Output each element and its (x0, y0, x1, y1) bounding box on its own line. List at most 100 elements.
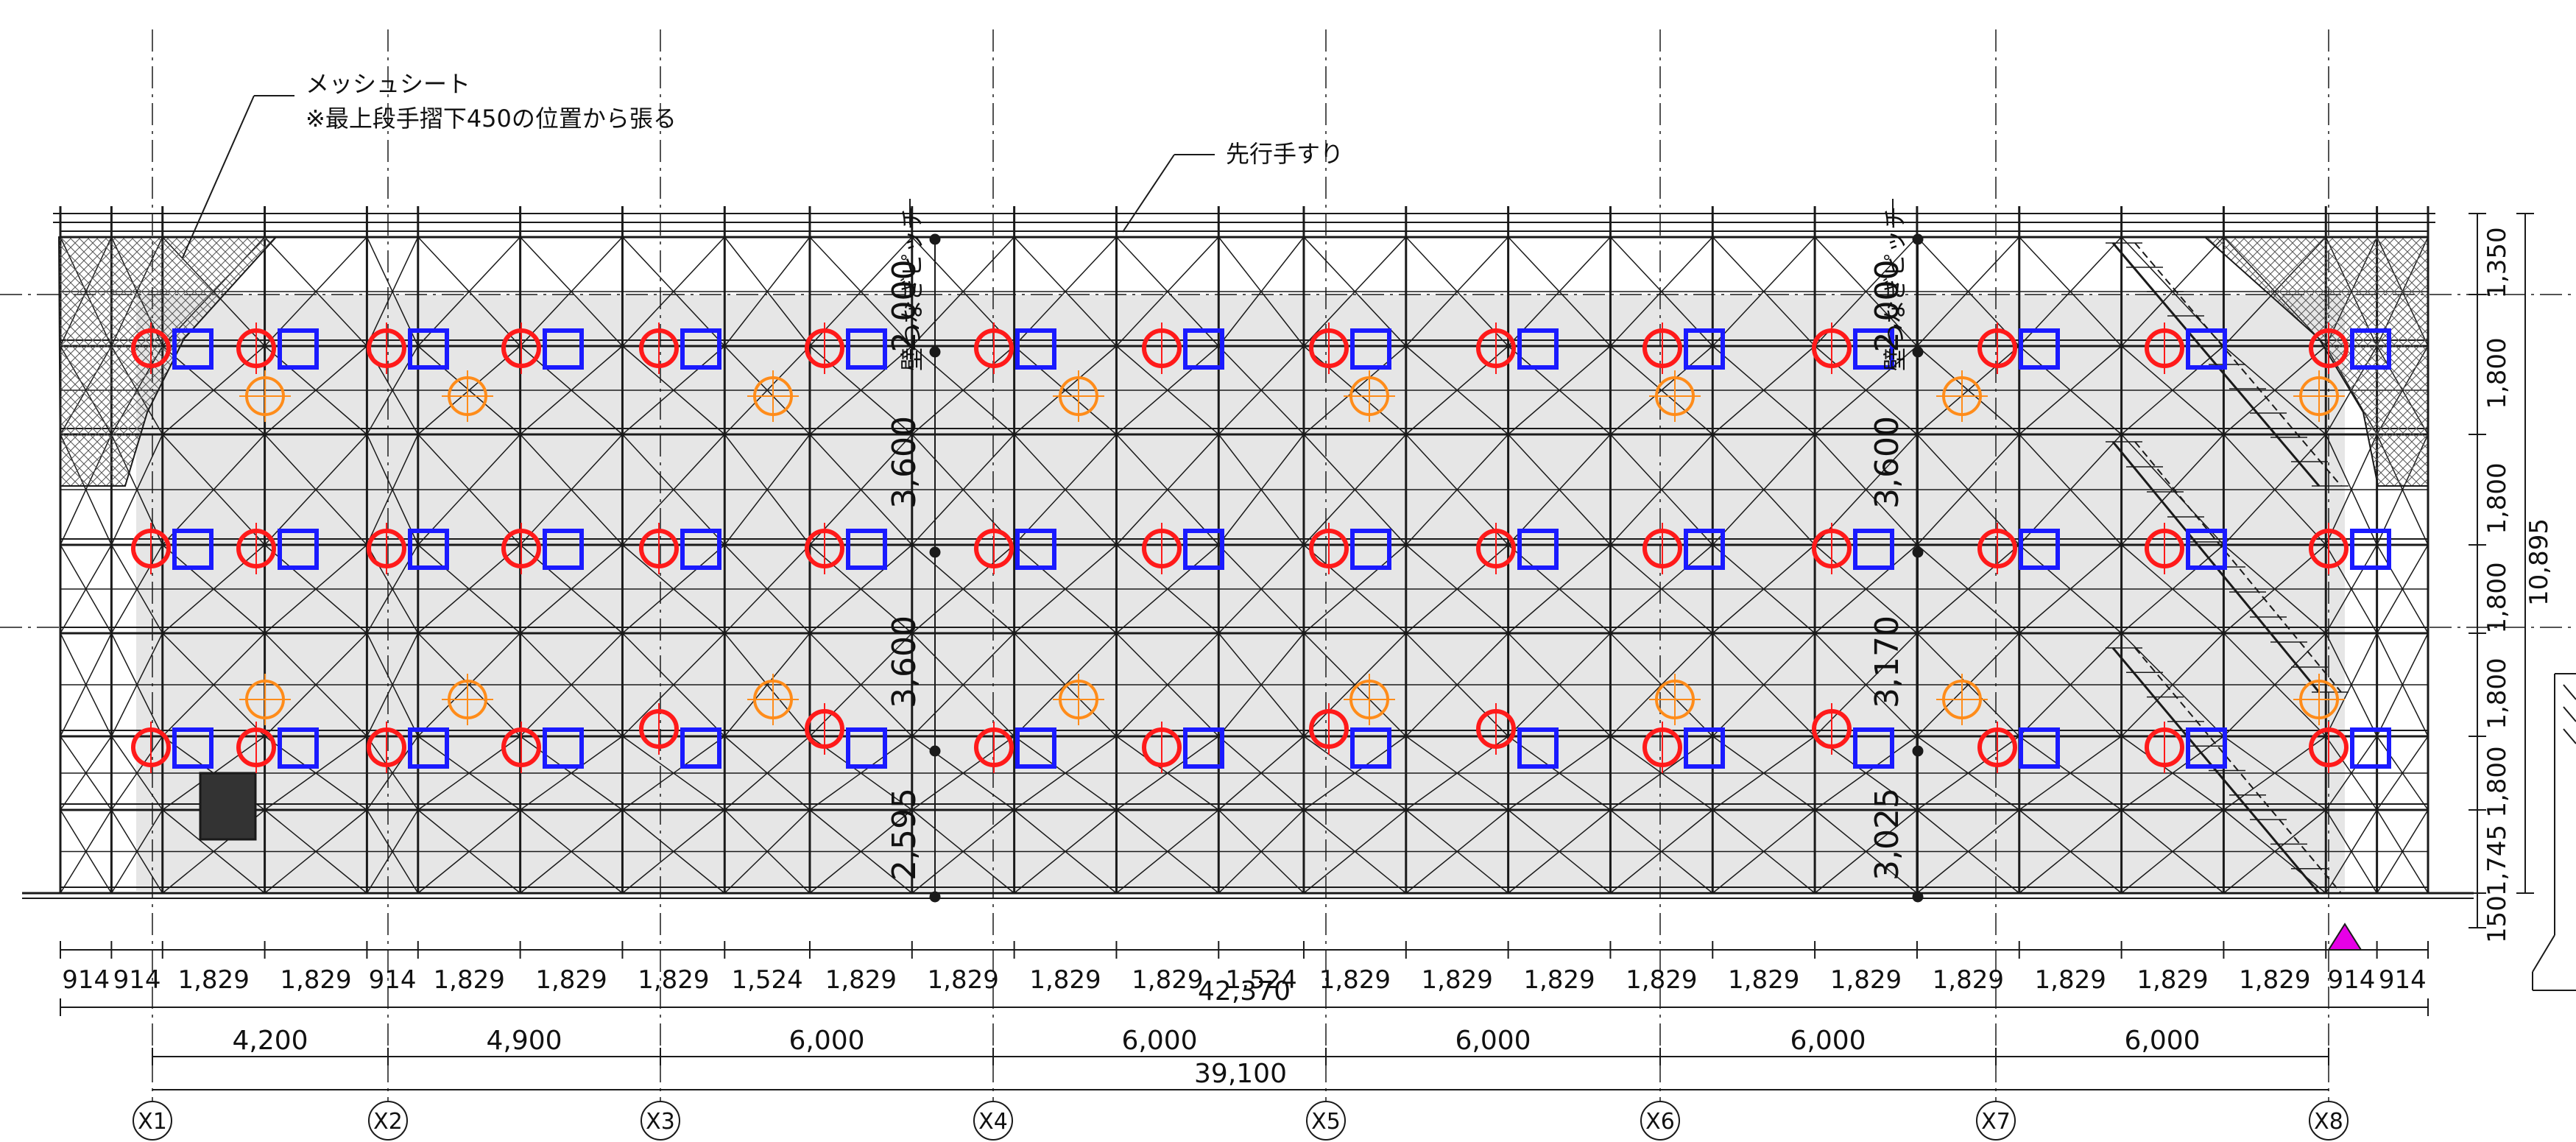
cross-brace (1814, 345, 1918, 435)
cross-brace (1609, 809, 1713, 894)
bay-dim-label: 1,829 (1933, 965, 2004, 995)
cross-brace (2019, 809, 2122, 894)
bay-dim-label: 1,829 (1422, 965, 1493, 995)
cross-brace (1508, 632, 1611, 737)
blue-tie-marker (543, 328, 584, 370)
cross-brace (1712, 809, 1815, 894)
cross-brace (1609, 345, 1713, 435)
mesh-note: ※最上段手摺下450の位置から張る (306, 105, 677, 133)
grid-axis-bubble (1306, 1101, 1346, 1141)
grid-span-label: 4,200 (232, 1026, 308, 1056)
blue-tie-marker (1015, 529, 1056, 570)
side-structure (2532, 673, 2576, 991)
cross-brace (2121, 736, 2224, 811)
cross-brace (1303, 434, 1407, 546)
cross-brace (724, 345, 811, 435)
grid-axis-bubble (368, 1101, 408, 1141)
grid-axis-bubble (2309, 1101, 2349, 1141)
cross-brace (1814, 736, 1918, 811)
cross-brace (1218, 632, 1305, 737)
cross-brace (2223, 345, 2326, 435)
cross-brace (520, 544, 623, 634)
dimension-lines (60, 213, 2534, 1141)
cross-brace (1508, 809, 1611, 894)
blue-tie-marker (680, 328, 721, 370)
cross-brace (264, 434, 367, 546)
cross-brace (2019, 345, 2122, 435)
cross-brace (724, 544, 811, 634)
blue-tie-marker (1853, 328, 1894, 370)
cross-brace (1916, 434, 2020, 546)
bay-dim-label: 1,829 (2136, 965, 2208, 995)
wall-tie-node (1912, 745, 1924, 757)
right-total-label: 10,895 (2524, 518, 2554, 606)
cross-brace (1014, 345, 1117, 435)
scaffold-frame (0, 29, 2576, 1104)
cross-brace (162, 434, 266, 546)
cross-brace (1916, 544, 2020, 634)
blue-tie-marker (1517, 328, 1559, 370)
cross-brace (110, 736, 163, 811)
cross-brace (1916, 345, 2020, 435)
cross-brace (110, 809, 163, 894)
bay-dim-label: 1,829 (1830, 965, 1902, 995)
wall-tie-node (1912, 233, 1924, 245)
wall-tie-node (1912, 546, 1924, 558)
cross-brace (1916, 809, 2020, 894)
right-dim-label: 1,745 (2483, 825, 2512, 896)
grid-axis-label: X1 (138, 1109, 167, 1135)
blue-tie-marker (2350, 727, 2391, 769)
grid-axis-bubble (1976, 1101, 2016, 1141)
blue-tie-marker (408, 529, 449, 570)
cross-brace (1405, 345, 1509, 435)
cross-brace (2019, 632, 2122, 737)
blue-tie-marker (1517, 529, 1559, 570)
cross-brace (911, 809, 1015, 894)
blue-tie-marker (172, 727, 214, 769)
cross-brace (1916, 736, 2020, 811)
bay-dim-label: 914 (2379, 965, 2427, 995)
blue-tie-marker (680, 529, 721, 570)
cross-brace (2376, 632, 2429, 737)
cross-brace (2223, 809, 2326, 894)
cross-brace (162, 345, 266, 435)
wall-tie-node (929, 546, 941, 558)
cross-brace (2325, 809, 2378, 894)
cross-brace (809, 809, 913, 894)
cross-brace (1218, 236, 1305, 347)
cross-brace (1115, 236, 1219, 347)
cross-brace (60, 809, 113, 894)
bay-dim-label: 1,829 (434, 965, 505, 995)
grid-span-label: 6,000 (1455, 1026, 1531, 1056)
bay-dim-label: 1,524 (731, 965, 802, 995)
cross-brace (1116, 736, 1219, 811)
vertical-dim-right: 3,600 (1869, 416, 1906, 509)
cross-brace (911, 434, 1015, 546)
grid-axis-bubble (1640, 1101, 1680, 1141)
cross-brace (809, 434, 913, 546)
blue-tie-marker (2019, 328, 2060, 370)
cross-brace (1303, 809, 1407, 894)
cross-brace (1014, 544, 1117, 634)
blue-tie-marker (543, 529, 584, 570)
cross-brace (724, 632, 811, 737)
cross-brace (2376, 736, 2429, 811)
cross-brace (1508, 544, 1611, 634)
cross-brace (1508, 345, 1611, 435)
mesh-sheet-right (2203, 236, 2429, 487)
cross-brace (2121, 809, 2224, 894)
cross-brace (1712, 544, 1815, 634)
cross-brace (1609, 544, 1713, 634)
cross-brace (1712, 434, 1815, 546)
cross-brace (911, 236, 1015, 347)
bay-dim-label: 914 (113, 965, 161, 995)
blue-tie-marker (1350, 328, 1391, 370)
grid-span-label: 6,000 (788, 1026, 864, 1056)
blue-tie-marker (2186, 328, 2227, 370)
cross-brace (2223, 544, 2326, 634)
cross-brace (1712, 736, 1815, 811)
cross-brace (809, 236, 913, 347)
cross-brace (2019, 736, 2122, 811)
cross-brace (2019, 544, 2122, 634)
blue-tie-marker (172, 328, 214, 370)
